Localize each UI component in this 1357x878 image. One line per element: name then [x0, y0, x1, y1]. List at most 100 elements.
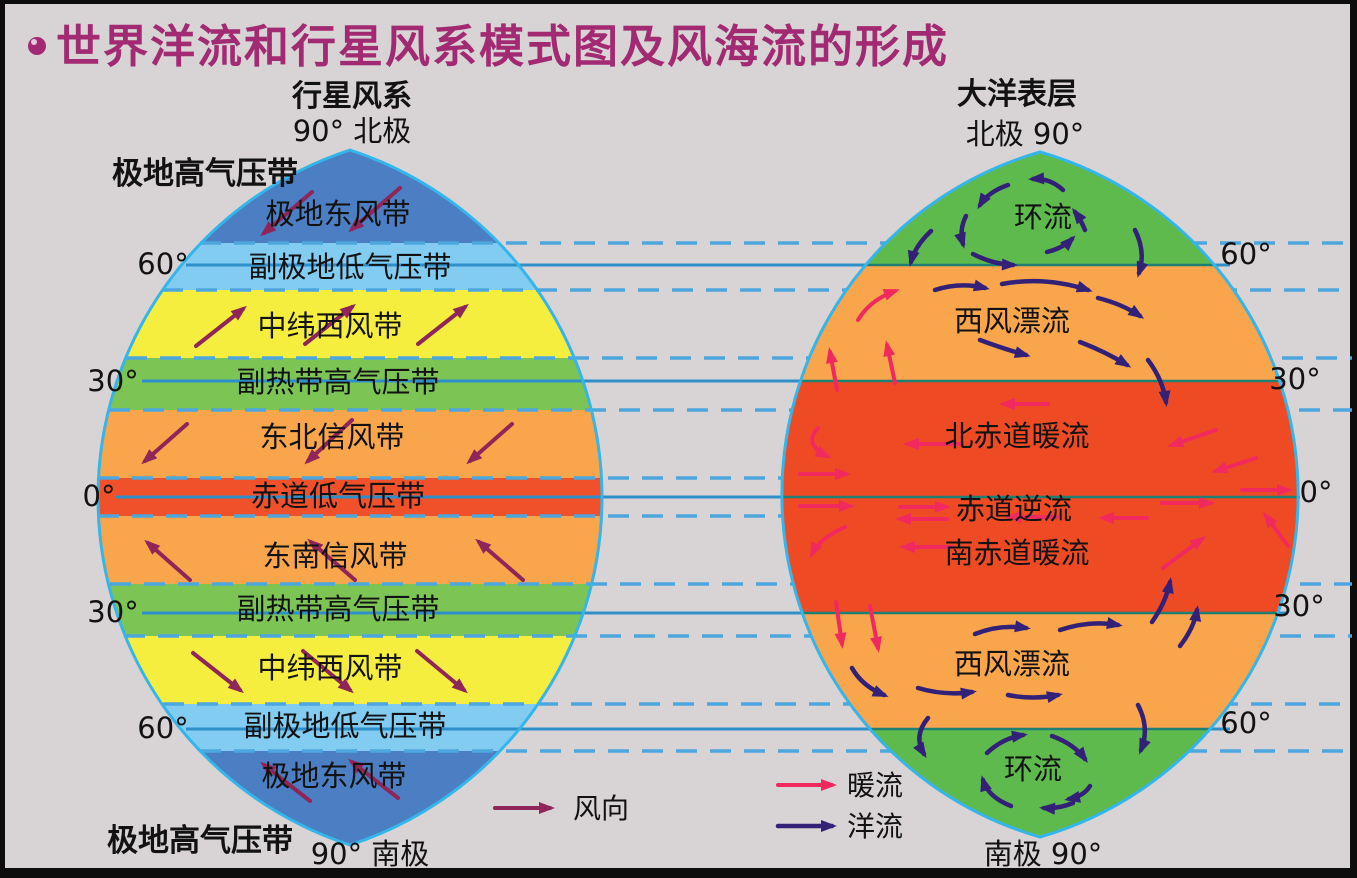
wind-direction-arrows — [141, 186, 525, 803]
latitude-label-30s-right: 30° — [1273, 589, 1324, 623]
legend: 风向 暖流 洋流 — [493, 769, 903, 843]
wind-arrow — [475, 538, 525, 582]
wind-arrow — [191, 651, 244, 694]
wind-arrow — [194, 305, 247, 348]
ocean-current-arrow — [1072, 207, 1088, 233]
left-diagram-header: 行星风系 — [291, 79, 412, 114]
ocean-current-arrow — [977, 182, 1011, 210]
current-label-west-wind-drift-south: 西风漂流 — [954, 647, 1070, 681]
latitude-label-30n-right: 30° — [1269, 362, 1320, 396]
wind-arrow — [348, 186, 402, 233]
ocean-current-arrow — [1049, 733, 1088, 764]
ocean-current-arrow — [1039, 800, 1076, 815]
latitude-label-0-left: 0° — [83, 479, 116, 513]
warm-current-arrow — [1161, 536, 1207, 570]
latitude-label-60s-right: 60° — [1220, 706, 1271, 740]
wind-arrow — [415, 649, 468, 694]
ocean-current-arrow — [972, 620, 1031, 637]
wind-arrow — [260, 190, 314, 237]
south-pole-label-left: 90° 南极 — [311, 837, 430, 871]
wind-arrow — [260, 761, 312, 803]
ocean-current-arrow — [984, 730, 1028, 756]
band-label-westerlies-south: 中纬西风带 — [257, 651, 402, 685]
warm-current-arrow — [868, 604, 882, 653]
ocean-surface-lens-outline — [780, 150, 1300, 839]
band-label-subpolar-low-north: 副极地低气压带 — [248, 250, 451, 284]
ocean-current-arrow — [999, 278, 1093, 293]
title-bullet-icon — [28, 37, 46, 55]
ocean-current-arrow — [1145, 357, 1171, 407]
wind-arrow — [466, 422, 514, 465]
band-label-westerlies-north: 中纬西风带 — [257, 309, 402, 343]
wind-arrow — [416, 303, 469, 346]
legend-wind-label: 风向 — [573, 792, 629, 825]
wind-arrow — [348, 758, 400, 800]
latitude-label-30n-left: 30° — [87, 364, 138, 398]
ocean-current-arrow — [1177, 605, 1202, 649]
right-diagram-header: 大洋表层 — [957, 77, 1077, 112]
legend-current-label: 洋流 — [847, 810, 903, 843]
ocean-current-arrow — [980, 775, 1014, 809]
ocean-current-arrow — [913, 715, 931, 759]
ocean-current-arrow — [907, 228, 934, 267]
ocean-current-arrow — [1077, 339, 1132, 368]
band-label-equatorial-low: 赤道低气压带 — [251, 479, 425, 513]
north-pole-label-left: 90° 北极 — [293, 114, 412, 148]
legend-warm-label: 暖流 — [847, 769, 903, 802]
warm-current-arrow — [856, 289, 900, 322]
ocean-current-arrow — [1057, 617, 1123, 633]
ocean-current-arrow — [1044, 235, 1076, 255]
current-label-south-equatorial: 南赤道暖流 — [944, 536, 1089, 570]
warm-current-arrow — [809, 525, 847, 559]
warm-current-arrows — [798, 289, 1293, 653]
band-subtropical-high-south — [98, 584, 602, 636]
current-label-west-wind-drift-north: 西风漂流 — [954, 304, 1070, 338]
band-label-subtropical-high-south: 副热带高气压带 — [236, 592, 439, 626]
south-pole-label-right: 南极 90° — [984, 837, 1103, 871]
ocean-current-arrow — [1095, 295, 1145, 319]
ocean-surface-labels: 大洋表层 北极 90° 环流 西风漂流 北赤道暖流 赤道逆流 南赤道暖流 西风漂… — [944, 77, 1332, 871]
warm-current-arrow — [826, 347, 839, 392]
ocean-current-arrow — [1149, 577, 1174, 625]
latitude-label-30s-left: 30° — [87, 595, 138, 629]
title-bullet-highlight — [31, 39, 37, 45]
ocean-band-drift-south — [781, 613, 1299, 729]
latitude-label-60n-right: 60° — [1220, 237, 1271, 271]
ocean-current-arrow — [915, 685, 977, 700]
wind-arrow — [307, 538, 357, 582]
band-label-subtropical-high-north: 副热带高气压带 — [236, 365, 439, 399]
ocean-current-arrow — [1135, 702, 1151, 755]
warm-current-arrow — [1263, 511, 1290, 548]
band-subtropical-high-north — [98, 358, 602, 410]
ocean-current-arrow — [970, 251, 1018, 271]
warm-current-arrow — [834, 600, 847, 649]
ocean-current-arrow — [932, 279, 990, 293]
ocean-current-arrow — [1132, 227, 1149, 278]
wind-arrow — [301, 649, 354, 694]
current-label-gyre-north: 环流 — [1014, 200, 1072, 234]
latitude-label-0-right: 0° — [1300, 475, 1333, 509]
planetary-wind-labels: 行星风系 90° 北极 极地高气压带 极地东风带 副极地低气压带 中纬西风带 副… — [83, 79, 452, 871]
current-label-north-equatorial: 北赤道暖流 — [944, 419, 1089, 453]
page-title: 世界洋流和行星风系模式图及风海流的形成 — [56, 20, 949, 73]
ocean-current-arrows — [849, 172, 1202, 815]
warm-current-arrow — [883, 340, 897, 385]
latitude-label-60s-left: 60° — [137, 711, 188, 745]
warm-current-arrow — [810, 426, 832, 459]
band-label-se-trades: 东南信风带 — [262, 539, 407, 573]
band-westerlies-north — [98, 290, 602, 358]
current-label-gyre-south: 环流 — [1004, 752, 1062, 786]
polar-high-label-bottom: 极地高气压带 — [107, 823, 293, 859]
ocean-current-arrow — [954, 213, 969, 249]
planetary-wind-lens-outline — [96, 148, 604, 847]
warm-current-arrow — [1211, 456, 1258, 474]
ocean-current-arrow — [1064, 783, 1093, 803]
warm-current-arrow — [1167, 428, 1218, 448]
band-label-ne-trades: 东北信风带 — [259, 420, 404, 454]
wind-arrow — [304, 418, 354, 465]
latitude-label-60n-left: 60° — [137, 247, 188, 281]
wind-arrow — [144, 539, 192, 582]
band-label-subpolar-low-south: 副极地低气压带 — [243, 709, 446, 743]
